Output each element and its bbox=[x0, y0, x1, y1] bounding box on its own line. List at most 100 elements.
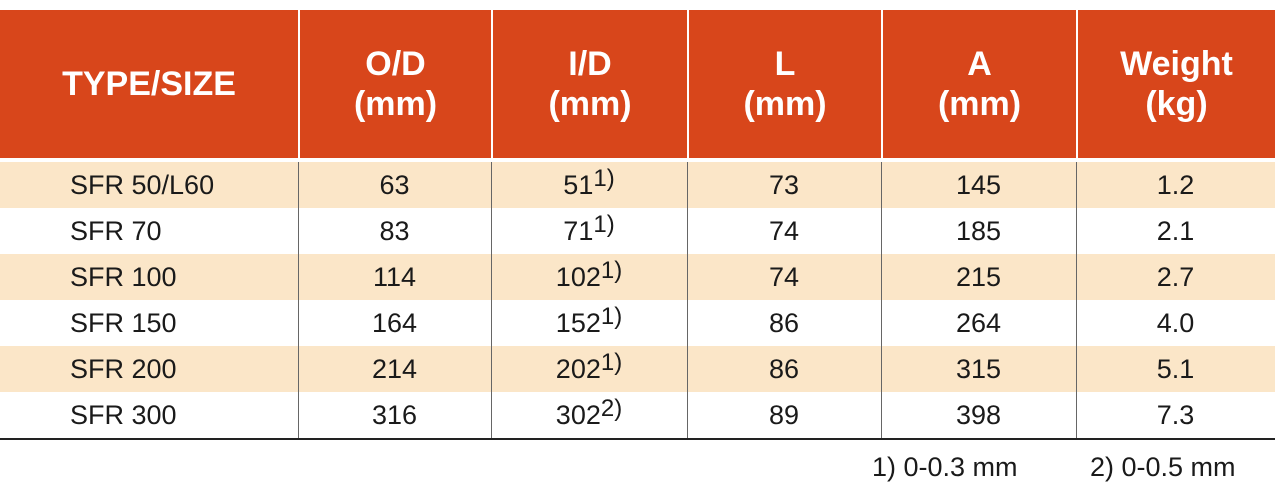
footnote-ref: 1) bbox=[600, 257, 623, 284]
table-cell: 86 bbox=[687, 300, 881, 346]
table-cell: 71 1) bbox=[491, 208, 687, 254]
cell-text: 145 bbox=[955, 169, 1002, 200]
header-text: (mm) bbox=[353, 85, 438, 123]
cell-text: 302 bbox=[555, 399, 601, 430]
table-cell: 145 bbox=[881, 162, 1076, 208]
header-text: L bbox=[774, 45, 796, 83]
table-cell: SFR 70 bbox=[0, 208, 298, 254]
table-cell: 74 bbox=[687, 208, 881, 254]
table-cell: 164 bbox=[298, 300, 491, 346]
table-cell: 7.3 bbox=[1076, 392, 1275, 438]
footnote-ref: 1) bbox=[593, 165, 615, 192]
cell-text: 71 bbox=[563, 215, 594, 246]
table-row: SFR 50/L60 63 51 1) 73 145 1.2 bbox=[0, 162, 1275, 208]
cell-text: SFR 70 bbox=[70, 215, 162, 246]
header-text: TYPE/SIZE bbox=[62, 65, 236, 103]
footnote-ref: 2) bbox=[600, 395, 623, 422]
table-cell: 316 bbox=[298, 392, 491, 438]
footnote: 2) 0-0.5 mm bbox=[1090, 452, 1236, 482]
table-row: SFR 70 83 71 1) 74 185 2.1 bbox=[0, 208, 1275, 254]
cell-text: 89 bbox=[768, 399, 800, 430]
table-cell: 74 bbox=[687, 254, 881, 300]
header-cell: I/D (mm) bbox=[493, 10, 687, 158]
header-cell: L (mm) bbox=[689, 10, 881, 158]
cell-text: SFR 200 bbox=[70, 353, 177, 384]
header-text: I/D bbox=[568, 45, 612, 83]
table-cell: 63 bbox=[298, 162, 491, 208]
header-cell: O/D (mm) bbox=[300, 10, 491, 158]
header-text: A bbox=[967, 45, 992, 83]
cell-text: 102 bbox=[555, 261, 601, 292]
table-cell: 83 bbox=[298, 208, 491, 254]
table-cell: 89 bbox=[687, 392, 881, 438]
cell-text: 2.1 bbox=[1156, 215, 1195, 246]
header-text: O/D bbox=[365, 45, 426, 83]
cell-text: 215 bbox=[955, 261, 1002, 292]
cell-text: SFR 300 bbox=[70, 399, 177, 430]
table-cell: SFR 100 bbox=[0, 254, 298, 300]
table-cell: SFR 50/L60 bbox=[0, 162, 298, 208]
table-cell: 185 bbox=[881, 208, 1076, 254]
header-cell: Weight (kg) bbox=[1078, 10, 1275, 158]
header-cell: TYPE/SIZE bbox=[0, 10, 298, 158]
column-divider bbox=[298, 162, 299, 438]
table-cell: 152 1) bbox=[491, 300, 687, 346]
cell-text: 63 bbox=[379, 169, 410, 200]
header-text: (kg) bbox=[1145, 85, 1208, 123]
cell-text: SFR 50/L60 bbox=[70, 169, 215, 200]
cell-text: 315 bbox=[955, 353, 1002, 384]
column-divider bbox=[491, 162, 492, 438]
table-cell: 215 bbox=[881, 254, 1076, 300]
header-text: (mm) bbox=[743, 85, 827, 123]
cell-text: 152 bbox=[555, 307, 601, 338]
table-row: SFR 200 214 202 1) 86 315 5.1 bbox=[0, 346, 1275, 392]
table-row: SFR 300 316 302 2) 89 398 7.3 bbox=[0, 392, 1275, 438]
table-cell: 4.0 bbox=[1076, 300, 1275, 346]
cell-text: 86 bbox=[768, 353, 800, 384]
table-cell: 1.2 bbox=[1076, 162, 1275, 208]
table-cell: 73 bbox=[687, 162, 881, 208]
cell-text: 74 bbox=[768, 215, 800, 246]
cell-text: 185 bbox=[955, 215, 1002, 246]
table-cell: 86 bbox=[687, 346, 881, 392]
cell-text: 51 bbox=[563, 169, 594, 200]
footnote-ref: 1) bbox=[600, 349, 623, 376]
header-text: (mm) bbox=[548, 85, 632, 123]
table-cell: SFR 150 bbox=[0, 300, 298, 346]
table-cell: 102 1) bbox=[491, 254, 687, 300]
table-cell: 315 bbox=[881, 346, 1076, 392]
table-cell: 302 2) bbox=[491, 392, 687, 438]
bottom-rule bbox=[0, 438, 1275, 440]
footnote: 1) 0-0.3 mm bbox=[872, 452, 1018, 482]
footnote-ref: 1) bbox=[593, 211, 615, 238]
cell-text: 264 bbox=[955, 307, 1002, 338]
cell-text: 4.0 bbox=[1156, 307, 1195, 338]
cell-text: 74 bbox=[768, 261, 800, 292]
table-cell: 202 1) bbox=[491, 346, 687, 392]
column-divider bbox=[1076, 162, 1077, 438]
header-text: (mm) bbox=[937, 85, 1022, 123]
cell-text: 114 bbox=[372, 261, 417, 292]
table-cell: 2.7 bbox=[1076, 254, 1275, 300]
cell-text: 2.7 bbox=[1156, 261, 1195, 292]
table-cell: 398 bbox=[881, 392, 1076, 438]
cell-text: 86 bbox=[768, 307, 800, 338]
table-cell: 264 bbox=[881, 300, 1076, 346]
header-text: Weight bbox=[1120, 45, 1233, 83]
cell-text: 5.1 bbox=[1156, 353, 1195, 384]
cell-text: 202 bbox=[555, 353, 601, 384]
column-divider bbox=[881, 162, 882, 438]
table-cell: 214 bbox=[298, 346, 491, 392]
cell-text: SFR 150 bbox=[70, 307, 177, 338]
table-cell: 114 bbox=[298, 254, 491, 300]
table-row: SFR 100 114 102 1) 74 215 2.7 bbox=[0, 254, 1275, 300]
table-row: SFR 150 164 152 1) 86 264 4.0 bbox=[0, 300, 1275, 346]
footnote-ref: 1) bbox=[600, 303, 623, 330]
cell-text: 316 bbox=[371, 399, 418, 430]
cell-text: 398 bbox=[955, 399, 1002, 430]
header-cell: A (mm) bbox=[883, 10, 1076, 158]
column-divider bbox=[687, 162, 688, 438]
cell-text: 214 bbox=[371, 353, 418, 384]
cell-text: 7.3 bbox=[1156, 399, 1195, 430]
